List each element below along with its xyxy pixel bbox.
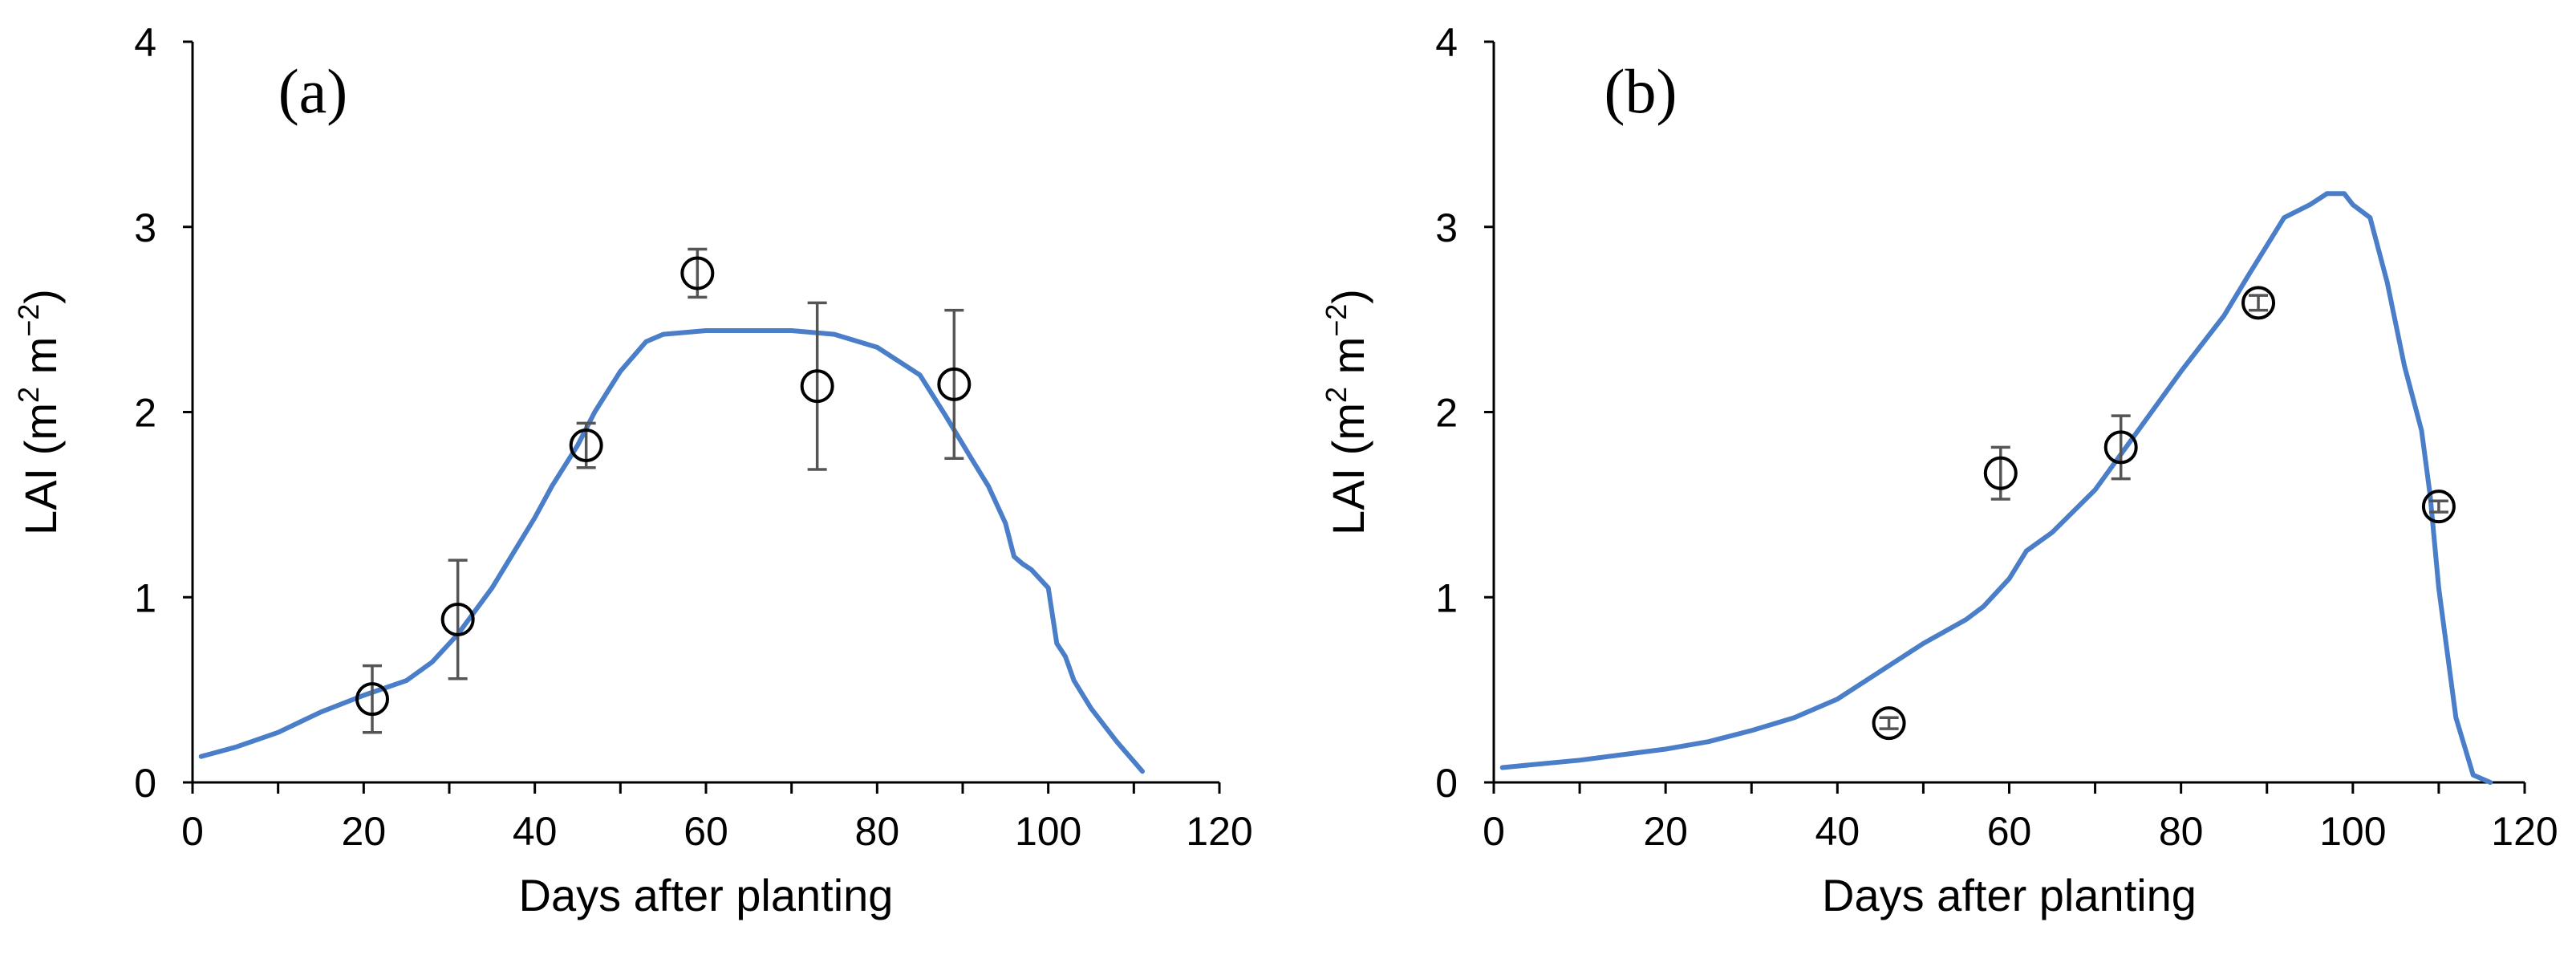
- panel-label: (a): [278, 56, 348, 126]
- x-tick-label: 120: [1186, 809, 1252, 854]
- x-tick-label: 100: [1015, 809, 1081, 854]
- y-axis-title-mid: m: [1323, 337, 1373, 387]
- y-axis-title: LAI (m2 m−2): [1320, 289, 1373, 535]
- y-axis-title: LAI (m2 m−2): [12, 289, 66, 535]
- y-axis-title-base: LAI (m: [15, 403, 66, 535]
- x-tick-label: 100: [2319, 809, 2386, 854]
- x-tick-label: 80: [855, 809, 900, 854]
- observed-point: [355, 664, 389, 734]
- observed-point: [937, 308, 972, 460]
- observed-point: [800, 301, 834, 471]
- observed-marker: [1983, 456, 2018, 490]
- observed-marker: [440, 602, 475, 636]
- x-tick-label: 60: [1987, 809, 2032, 854]
- y-tick-label: 0: [1435, 761, 1458, 806]
- x-tick-label: 60: [684, 809, 728, 854]
- y-axis-title-end: ): [1323, 289, 1373, 304]
- y-axis-title-sup: 2: [12, 387, 45, 403]
- y-tick-label: 4: [1435, 20, 1458, 65]
- observed-marker: [2103, 430, 2138, 465]
- y-axis-title-end: ): [15, 289, 66, 304]
- y-tick-label: 1: [134, 575, 156, 620]
- x-tick-label: 0: [1483, 809, 1505, 854]
- x-tick-label: 20: [1643, 809, 1688, 854]
- y-tick-label: 2: [1435, 391, 1458, 436]
- observed-marker: [937, 367, 972, 401]
- y-tick-label: 2: [134, 391, 156, 436]
- observed-marker: [355, 682, 389, 717]
- observed-marker: [2241, 286, 2276, 320]
- x-tick-label: 40: [1815, 809, 1860, 854]
- simulated-series-line: [1499, 191, 2493, 785]
- x-tick-label: 80: [2159, 809, 2204, 854]
- observed-point: [440, 559, 475, 680]
- observed-point: [2241, 286, 2276, 320]
- observed-marker: [800, 369, 834, 404]
- y-tick-label: 1: [1435, 575, 1458, 620]
- observed-marker: [680, 256, 715, 290]
- observed-point: [569, 421, 603, 469]
- x-tick-label: 120: [2491, 809, 2558, 854]
- y-axis-title-base: LAI (m: [1323, 403, 1373, 535]
- x-tick-label: 0: [181, 809, 204, 854]
- y-tick-label: 0: [134, 761, 156, 806]
- x-axis-title: Days after planting: [1822, 870, 2197, 920]
- simulated-series-line: [198, 328, 1145, 774]
- observed-point: [680, 247, 715, 299]
- observed-marker: [569, 429, 603, 463]
- observed-marker: [1872, 706, 1906, 741]
- observed-marker: [2421, 490, 2456, 524]
- y-tick-label: 4: [134, 20, 156, 65]
- y-axis-title-mid: m: [15, 337, 66, 387]
- panel-label: (b): [1604, 56, 1677, 126]
- y-axis-title-sup: −2: [1320, 304, 1353, 337]
- y-axis-title-sup: −2: [12, 304, 45, 337]
- observed-point: [1983, 445, 2018, 501]
- observed-point: [2103, 414, 2138, 481]
- y-tick-label: 3: [134, 205, 156, 250]
- y-axis-title-sup: 2: [1320, 387, 1353, 403]
- observed-point: [2421, 490, 2456, 524]
- x-tick-label: 40: [513, 809, 558, 854]
- y-tick-label: 3: [1435, 205, 1458, 250]
- x-axis-title: Days after planting: [519, 870, 894, 920]
- observed-point: [1872, 706, 1906, 741]
- x-tick-label: 20: [342, 809, 387, 854]
